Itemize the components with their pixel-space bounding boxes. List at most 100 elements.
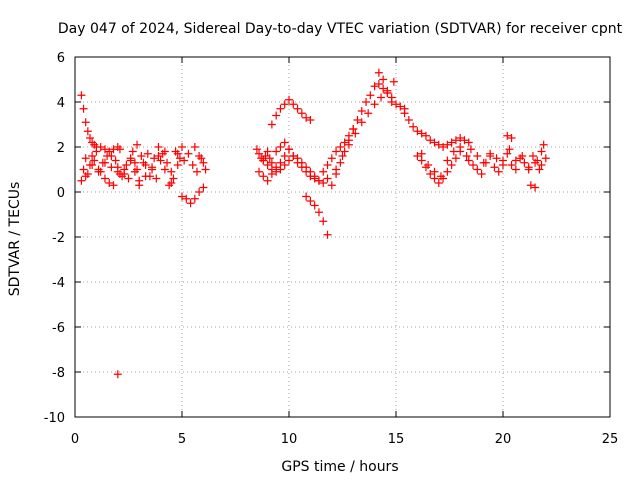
data-point <box>188 161 197 169</box>
y-axis: 6 4 2 0 -2 -4 -6 -8 -10 <box>44 51 610 426</box>
data-point <box>462 152 471 160</box>
data-point <box>81 154 90 163</box>
data-point <box>340 138 349 147</box>
data-point <box>443 140 452 149</box>
data-point <box>494 167 503 176</box>
data-point <box>306 172 315 181</box>
data-point <box>451 136 460 145</box>
data-point <box>520 158 529 167</box>
data-point <box>323 161 332 169</box>
data-point <box>120 170 129 178</box>
y-tick-label: 0 <box>57 186 65 201</box>
data-point <box>469 161 478 169</box>
data-point <box>113 163 122 172</box>
data-point <box>310 201 319 210</box>
data-point <box>154 152 163 160</box>
data-point <box>443 156 452 165</box>
data-point <box>130 158 139 167</box>
data-point <box>434 140 443 149</box>
data-point <box>439 143 448 151</box>
data-point <box>503 149 512 158</box>
data-point <box>447 138 456 147</box>
x-tick-label: 25 <box>602 432 619 447</box>
data-point <box>310 174 319 183</box>
data-point <box>115 145 124 154</box>
data-point <box>272 167 281 176</box>
data-point <box>400 109 409 118</box>
data-point <box>357 107 366 115</box>
data-point <box>466 145 475 154</box>
data-point <box>77 176 86 185</box>
data-point <box>199 183 208 192</box>
y-tick-label: 4 <box>57 96 65 111</box>
data-point <box>265 154 274 163</box>
data-point <box>178 192 186 201</box>
data-point <box>167 167 176 176</box>
data-point <box>276 165 285 174</box>
data-point <box>379 75 388 84</box>
data-point <box>276 104 285 113</box>
data-point <box>180 156 189 165</box>
data-point <box>259 172 268 181</box>
data-point <box>163 158 172 167</box>
data-point <box>81 118 90 127</box>
data-point <box>473 152 482 160</box>
data-point <box>344 140 353 149</box>
data-point <box>449 147 458 156</box>
data-point <box>511 165 520 174</box>
data-point <box>289 152 298 160</box>
data-point <box>383 89 392 97</box>
data-point <box>319 217 328 226</box>
data-point <box>77 91 86 100</box>
data-point <box>332 147 341 156</box>
data-point <box>370 100 379 109</box>
data-point <box>182 194 191 203</box>
data-point <box>340 147 349 156</box>
data-point <box>531 183 540 192</box>
data-point <box>143 149 152 158</box>
data-point <box>537 161 546 169</box>
data-point <box>285 145 293 154</box>
data-point <box>267 120 276 129</box>
data-point <box>336 143 345 151</box>
data-point <box>413 127 422 136</box>
x-tick-label: 10 <box>281 432 298 447</box>
data-point <box>323 174 332 183</box>
data-point <box>319 179 328 187</box>
data-point <box>178 143 186 151</box>
data-point <box>436 172 445 181</box>
data-point <box>302 192 311 201</box>
data-point <box>272 111 281 120</box>
data-point <box>148 163 157 172</box>
data-point <box>186 199 195 208</box>
data-point <box>477 170 486 178</box>
data-point <box>424 161 433 169</box>
data-point <box>90 156 99 165</box>
data-point <box>503 131 512 140</box>
data-point <box>456 143 465 151</box>
data-point <box>366 91 375 100</box>
data-point <box>486 149 495 158</box>
data-point <box>353 116 362 124</box>
data-point <box>79 104 88 113</box>
data-point <box>464 138 473 147</box>
data-point <box>267 165 276 174</box>
data-point <box>173 149 182 158</box>
y-tick-label: -2 <box>52 231 65 246</box>
data-point <box>319 167 328 176</box>
grid-lines <box>75 57 610 417</box>
data-point <box>107 152 116 160</box>
data-point <box>276 158 285 167</box>
data-point <box>413 152 422 160</box>
data-point <box>199 158 208 167</box>
y-tick-label: -4 <box>52 276 65 291</box>
data-point <box>349 125 358 133</box>
x-axis-label: GPS time / hours <box>281 459 398 475</box>
data-point <box>297 163 306 172</box>
data-point <box>336 158 345 167</box>
data-point <box>105 147 114 156</box>
data-point <box>387 98 396 106</box>
data-point <box>306 197 315 205</box>
x-tick-label: 15 <box>388 432 405 447</box>
data-point <box>327 181 336 190</box>
